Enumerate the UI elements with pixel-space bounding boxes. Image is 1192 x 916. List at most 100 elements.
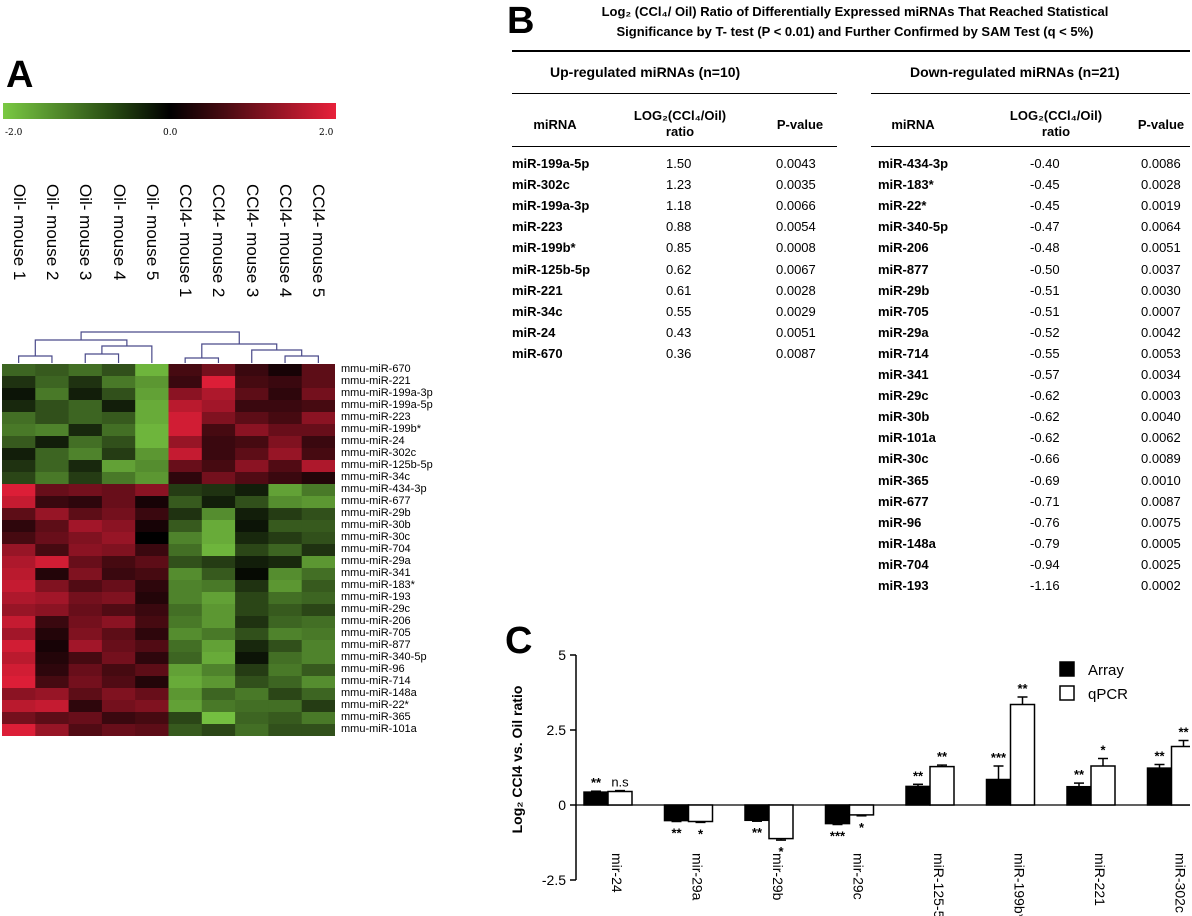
gene-label: mmu-miR-101a	[341, 723, 417, 735]
heatmap-cell	[235, 544, 269, 557]
panel-c-label: C	[505, 620, 533, 662]
heatmap-cell	[235, 412, 269, 425]
heatmap-cell	[301, 664, 335, 677]
heatmap-cell	[235, 616, 269, 629]
up-row-mirna: miR-670	[512, 345, 563, 361]
heatmap-cell	[68, 532, 103, 545]
down-row-mirna: miR-29a	[878, 324, 929, 340]
x-category-label: miR-199b*	[1012, 853, 1028, 916]
heatmap-cell	[101, 364, 136, 377]
down-row-ratio: -0.55	[1030, 345, 1060, 361]
heatmap-cell	[268, 580, 303, 593]
gene-label: mmu-miR-96	[341, 663, 405, 675]
up-row-mirna: miR-199a-5p	[512, 156, 590, 171]
up-row-pvalue: 0.0035	[776, 177, 816, 193]
heatmap-cell	[235, 484, 269, 497]
heatmap-cell	[301, 484, 335, 497]
heatmap-cell	[201, 496, 236, 509]
panel-a-label: A	[6, 54, 34, 96]
up-row-pvalue: 0.0043	[776, 156, 816, 171]
x-category-label: miR-125-5p	[931, 853, 947, 916]
heatmap-cell	[301, 676, 335, 689]
heatmap-cell	[2, 412, 36, 425]
heatmap-cell	[35, 664, 70, 677]
down-row-mirna: miR-30b	[878, 409, 930, 425]
x-category-label: miR-221	[1092, 853, 1108, 906]
down-row-ratio: -0.66	[1030, 451, 1060, 467]
heatmap-cell	[35, 400, 70, 413]
heatmap-cell	[235, 376, 269, 389]
heatmap-cell	[235, 604, 269, 617]
significance-label: **	[937, 749, 948, 764]
heatmap-cell	[101, 496, 136, 509]
heatmap-cell	[168, 424, 203, 437]
significance-label: *	[698, 826, 704, 841]
heatmap-cell	[68, 436, 103, 449]
heatmap-cell	[68, 628, 103, 641]
down-row-pvalue: 0.0028	[1141, 177, 1181, 193]
heatmap-cell	[235, 532, 269, 545]
heatmap-cell	[235, 520, 269, 533]
heatmap-cell	[101, 616, 136, 629]
heatmap-cell	[301, 712, 335, 725]
down-row-pvalue: 0.0062	[1141, 430, 1181, 446]
heatmap-cell	[301, 568, 335, 581]
heatmap-cell	[35, 556, 70, 569]
up-row-mirna: miR-223	[512, 219, 563, 235]
significance-label: *	[859, 820, 865, 835]
gene-label: mmu-miR-29c	[341, 603, 411, 615]
up-row-mirna: miR-199b*	[512, 240, 576, 256]
x-category-label: mir-29a	[690, 853, 706, 901]
heatmap-cell	[201, 364, 236, 377]
heatmap-cell	[268, 496, 303, 509]
heatmap-cell	[35, 364, 70, 377]
gene-label: mmu-miR-434-3p	[341, 483, 427, 495]
up-row-pvalue: 0.0066	[776, 198, 816, 214]
heatmap-cell	[268, 700, 303, 713]
heatmap-cell	[301, 400, 335, 413]
heatmap-cell	[168, 604, 203, 617]
heatmap-cell	[301, 436, 335, 449]
heatmap-cell	[168, 484, 203, 497]
gene-label: mmu-miR-704	[341, 543, 411, 555]
colorbar-max-label: 2.0	[319, 128, 334, 138]
heatmap-cell	[235, 508, 269, 521]
gene-label: mmu-miR-193	[341, 591, 411, 603]
heatmap-cell	[268, 364, 303, 377]
up-row-pvalue: 0.0008	[776, 240, 816, 256]
up-group-rule	[512, 93, 837, 94]
heatmap-cell	[135, 484, 170, 497]
down-row-pvalue: 0.0002	[1141, 578, 1181, 593]
heatmap-cell	[301, 544, 335, 557]
down-row-mirna: miR-29c	[878, 388, 929, 404]
heatmap-cell	[101, 424, 136, 437]
heatmap-cell	[201, 484, 236, 497]
heatmap-cell	[235, 724, 269, 736]
down-col-ratio-line-1: LOG₂(CCl₄/Oil)	[1009, 108, 1103, 123]
heatmap-cell	[135, 508, 170, 521]
heatmap-cell	[301, 412, 335, 425]
dendrogram-branch	[284, 355, 319, 363]
down-row-mirna: miR-705	[878, 303, 929, 319]
gene-label: mmu-miR-714	[341, 675, 411, 687]
heatmap-cell	[101, 412, 136, 425]
heatmap-cell	[68, 460, 103, 473]
heatmap-cell	[168, 400, 203, 413]
heatmap-cell	[301, 604, 335, 617]
heatmap-cell	[2, 508, 36, 521]
heatmap-cell	[35, 472, 70, 485]
heatmap-cell	[68, 556, 103, 569]
sample-label: Oil- mouse 5	[142, 184, 162, 281]
significance-label: **	[1178, 725, 1189, 740]
heatmap-cell	[68, 724, 103, 736]
sample-label: CCl4- mouse 2	[209, 184, 229, 298]
heatmap-cell	[268, 640, 303, 653]
heatmap-cell	[268, 544, 303, 557]
heatmap-cell	[2, 616, 36, 629]
x-category-label: mir-24	[609, 853, 625, 893]
heatmap-cell	[2, 592, 36, 605]
heatmap-cell	[101, 448, 136, 461]
heatmap-cell	[68, 376, 103, 389]
heatmap-cell	[235, 436, 269, 449]
down-row-pvalue: 0.0007	[1141, 303, 1181, 319]
